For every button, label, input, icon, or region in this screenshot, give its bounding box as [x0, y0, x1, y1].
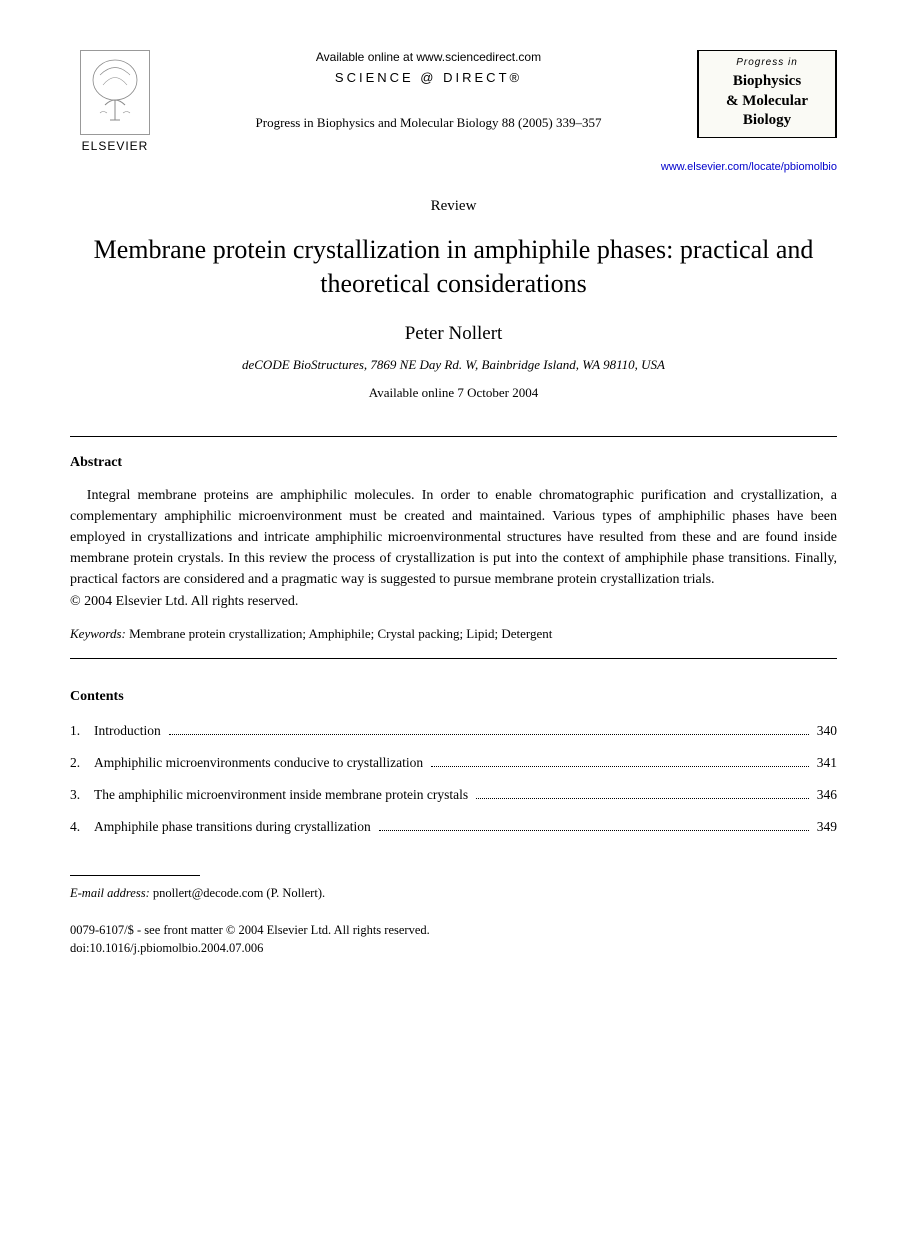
toc-dots: [476, 798, 809, 799]
article-title: Membrane protein crystallization in amph…: [70, 233, 837, 301]
toc-page: 340: [813, 723, 837, 739]
toc-number: 3.: [70, 787, 94, 803]
toc-dots: [379, 830, 809, 831]
divider-after-keywords: [70, 658, 837, 659]
elsevier-text: ELSEVIER: [70, 139, 160, 153]
center-header: Available online at www.sciencedirect.co…: [160, 50, 697, 131]
email-label: E-mail address:: [70, 886, 150, 900]
available-online-text: Available online at www.sciencedirect.co…: [180, 50, 677, 64]
toc-title: Introduction: [94, 723, 165, 739]
contents-heading: Contents: [70, 689, 837, 705]
toc-title: The amphiphilic microenvironment inside …: [94, 787, 472, 803]
toc-entry[interactable]: 4.Amphiphile phase transitions during cr…: [70, 819, 837, 835]
toc-page: 346: [813, 787, 837, 803]
header-row: ELSEVIER Available online at www.science…: [70, 50, 837, 153]
journal-box-wrapper: Progress in Biophysics & Molecular Biolo…: [697, 50, 837, 138]
article-type: Review: [70, 198, 837, 215]
toc-page: 341: [813, 755, 837, 771]
available-online-date: Available online 7 October 2004: [70, 385, 837, 401]
toc-dots: [431, 766, 809, 767]
author-affiliation: deCODE BioStructures, 7869 NE Day Rd. W,…: [70, 357, 837, 373]
elsevier-tree-icon: [80, 50, 150, 135]
toc-container: 1.Introduction 340 2.Amphiphilic microenv…: [70, 723, 837, 835]
divider-top: [70, 436, 837, 437]
toc-number: 1.: [70, 723, 94, 739]
front-matter-issn: 0079-6107/$ - see front matter © 2004 El…: [70, 921, 837, 940]
toc-entry[interactable]: 1.Introduction 340: [70, 723, 837, 739]
email-line: E-mail address: pnollert@decode.com (P. …: [70, 886, 837, 901]
toc-entry[interactable]: 3.The amphiphilic microenvironment insid…: [70, 787, 837, 803]
toc-dots: [169, 734, 809, 735]
toc-number: 2.: [70, 755, 94, 771]
keywords-label: Keywords:: [70, 626, 126, 641]
journal-name-2: & Molecular: [709, 92, 825, 112]
citation-line: Progress in Biophysics and Molecular Bio…: [180, 115, 677, 131]
journal-name-1: Biophysics: [709, 72, 825, 92]
abstract-heading: Abstract: [70, 455, 837, 471]
footer-separator: [70, 875, 200, 876]
toc-entry[interactable]: 2.Amphiphilic microenvironments conduciv…: [70, 755, 837, 771]
elsevier-logo-block: ELSEVIER: [70, 50, 160, 153]
keywords-text: Membrane protein crystallization; Amphip…: [126, 626, 553, 641]
tree-icon: [85, 55, 145, 130]
toc-title: Amphiphile phase transitions during crys…: [94, 819, 375, 835]
keywords-line: Keywords: Membrane protein crystallizati…: [70, 626, 837, 642]
journal-url-link[interactable]: www.elsevier.com/locate/pbiomolbio: [70, 161, 837, 173]
toc-title: Amphiphilic microenvironments conducive …: [94, 755, 427, 771]
journal-name-3: Biology: [709, 111, 825, 131]
copyright-line: © 2004 Elsevier Ltd. All rights reserved…: [70, 594, 837, 610]
toc-page: 349: [813, 819, 837, 835]
email-value: pnollert@decode.com (P. Nollert).: [150, 886, 325, 900]
abstract-body: Integral membrane proteins are amphiphil…: [70, 485, 837, 590]
journal-box: Progress in Biophysics & Molecular Biolo…: [697, 50, 837, 138]
author-name: Peter Nollert: [70, 323, 837, 345]
science-direct-logo: SCIENCE @ DIRECT®: [180, 70, 677, 85]
journal-progress-label: Progress in: [709, 57, 825, 68]
toc-number: 4.: [70, 819, 94, 835]
front-matter-doi: doi:10.1016/j.pbiomolbio.2004.07.006: [70, 939, 837, 958]
